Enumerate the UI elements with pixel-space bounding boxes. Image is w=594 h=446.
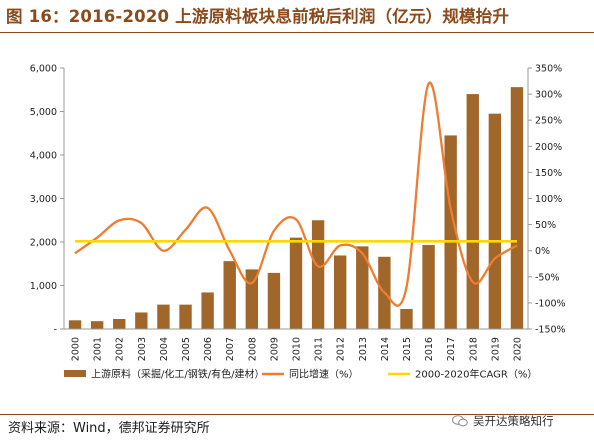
left-tick-label: 6,000 [30,64,57,75]
x-tick-label: 2020 [512,337,523,361]
x-tick-label: 2019 [490,337,501,361]
wechat-icon [452,415,468,427]
bar [223,261,236,329]
right-tick-label: 300% [535,90,562,101]
right-tick-label: 350% [535,64,562,75]
x-tick-label: 2017 [446,337,457,361]
x-tick-label: 2005 [181,337,192,361]
x-tick-label: 2012 [336,337,347,361]
bar [267,272,281,329]
left-y-axis: - 1,000 2,000 3,000 4,000 5,000 6,000 [30,64,65,336]
x-tick-label: 2011 [314,337,325,361]
source-note: 资料来源：Wind，德邦证券研究所 [8,421,210,436]
bar [510,87,524,329]
bar [311,220,325,329]
bar [289,237,303,329]
combo-chart: - 1,000 2,000 3,000 4,000 5,000 6,000 -150% -10… [30,64,566,381]
bar [113,318,126,329]
bar [356,246,369,329]
left-tick-label: 2,000 [30,238,57,249]
x-tick-label: 2006 [203,337,214,361]
right-tick-label: -50% [535,272,560,283]
x-tick-label: 2015 [402,337,413,361]
legend: 上游原料（采掘/化工/钢铁/有色/建材） 同比增速（%） 2000-2020年CAG… [64,368,537,381]
right-tick-label: 0% [535,246,550,257]
right-tick-label: -100% [535,298,566,309]
chart-title: 图 16：2016-2020 上游原料板块息前税后利润（亿元）规模抬升 [6,7,510,26]
bar-series [68,87,524,329]
right-tick-label: -150% [535,325,566,336]
footer-divider [0,414,594,415]
right-tick-label: 50% [535,220,556,231]
right-tick-label: 200% [535,142,562,153]
legend-item-growth-label: 同比增速（%） [289,368,359,381]
x-tick-label: 2004 [159,337,170,361]
bar [201,292,214,329]
bar [400,308,413,329]
x-tick-label: 2013 [358,337,369,361]
x-tick-label: 2000 [71,337,82,361]
right-tick-label: 150% [535,168,562,179]
bar [90,321,104,329]
x-tick-label: 2003 [137,337,148,361]
bar [135,312,148,329]
x-tick-label: 2002 [115,337,126,361]
bar [179,304,192,329]
left-tick-label: 3,000 [30,194,57,205]
bar [68,320,82,329]
bar [488,113,502,329]
left-tick-label: 4,000 [30,151,57,162]
bar [466,94,479,329]
line-series [74,81,518,307]
left-tick-label: - [54,325,57,336]
right-y-axis: -150% -100% -50% 0% 50% 100% 150% 200% 250% 300% 3… [527,64,566,336]
left-tick-label: 1,000 [30,281,57,292]
x-tick-label: 2001 [93,337,104,361]
bar [245,269,258,329]
right-tick-label: 100% [535,194,562,205]
title-divider [0,32,594,33]
bar [422,245,435,329]
watermark: 吴开达策略知行 [452,412,554,430]
x-tick-label: 2014 [380,337,391,361]
x-tick-label: 2008 [247,337,258,361]
watermark-text: 吴开达策略知行 [473,414,554,428]
left-tick-label: 5,000 [30,107,57,118]
x-axis: 2000 2001 2002 2003 2004 2005 2006 2007 2008 2009… [64,328,528,361]
legend-item-profit-label: 上游原料（采掘/化工/钢铁/有色/建材） [91,368,264,381]
x-tick-label: 2016 [424,337,435,361]
bar [334,255,347,329]
x-tick-label: 2007 [225,337,236,361]
x-tick-label: 2010 [292,337,303,361]
legend-item-cagr-label: 2000-2020年CAGR（%） [415,368,537,381]
right-tick-label: 250% [535,116,562,127]
legend-item-profit-swatch [64,370,86,377]
x-tick-label: 2018 [468,337,479,361]
bar [157,304,170,329]
x-tick-label: 2009 [269,337,280,361]
